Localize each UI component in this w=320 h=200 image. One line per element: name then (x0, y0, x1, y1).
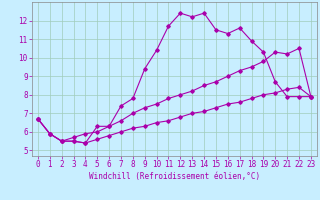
X-axis label: Windchill (Refroidissement éolien,°C): Windchill (Refroidissement éolien,°C) (89, 172, 260, 181)
